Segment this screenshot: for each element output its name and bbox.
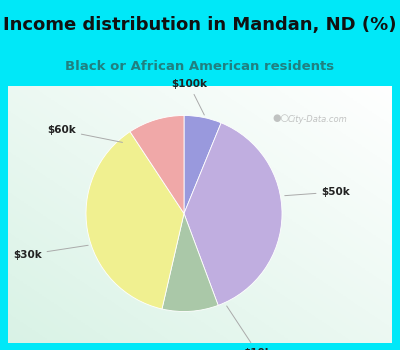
Wedge shape xyxy=(86,132,184,309)
Text: $30k: $30k xyxy=(13,245,88,260)
Text: Black or African American residents: Black or African American residents xyxy=(66,61,334,74)
Wedge shape xyxy=(130,116,184,214)
Text: ●○: ●○ xyxy=(272,113,289,124)
Text: $100k: $100k xyxy=(171,79,207,115)
Text: $60k: $60k xyxy=(47,125,122,142)
Wedge shape xyxy=(184,123,282,305)
Text: $10k: $10k xyxy=(227,306,272,350)
Wedge shape xyxy=(184,116,221,214)
Text: $50k: $50k xyxy=(285,187,350,197)
Text: City-Data.com: City-Data.com xyxy=(288,116,348,125)
Wedge shape xyxy=(162,214,218,312)
Text: Income distribution in Mandan, ND (%): Income distribution in Mandan, ND (%) xyxy=(3,16,397,34)
